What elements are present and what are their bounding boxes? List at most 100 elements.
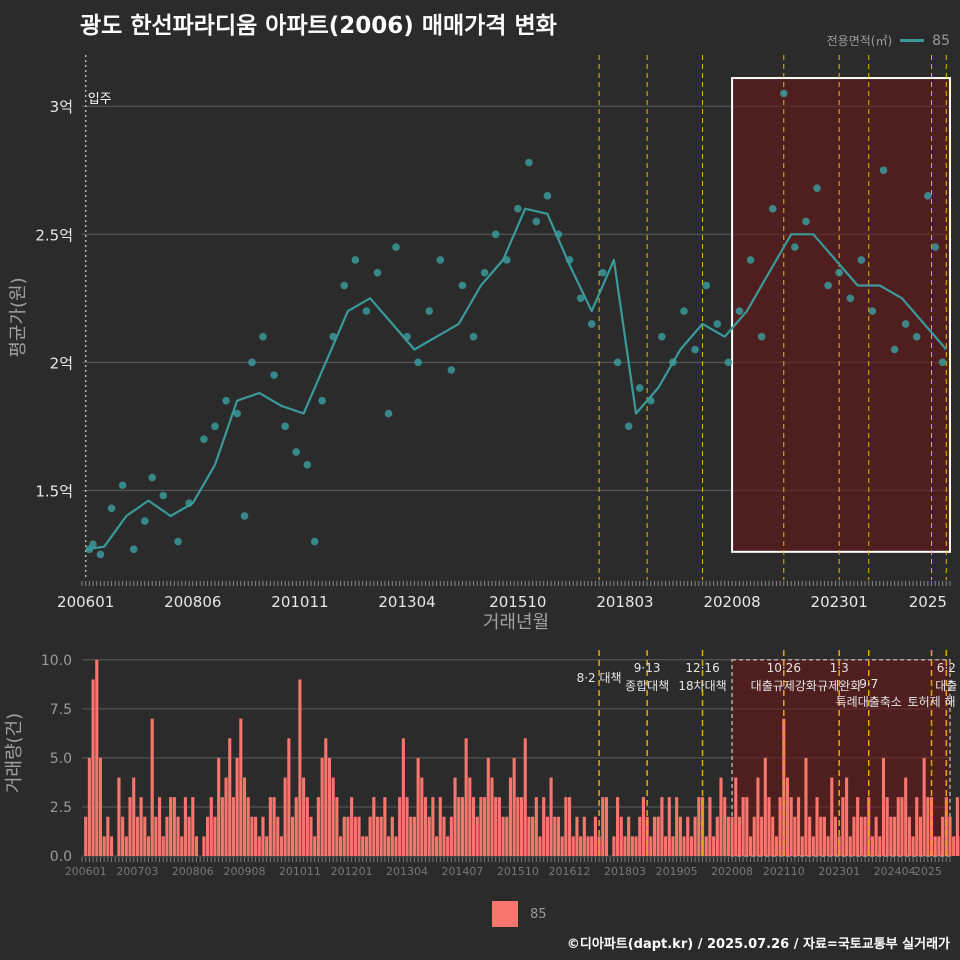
scatter-point — [813, 184, 821, 192]
series-line-85 — [85, 207, 948, 551]
volume-x-tick-label: 200601 — [65, 865, 107, 878]
scatter-point — [373, 268, 382, 277]
volume-bar — [283, 777, 287, 856]
volume-bar — [845, 777, 849, 856]
x-tick-label: 201510 — [489, 593, 546, 611]
volume-bar — [900, 797, 904, 856]
volume-bar — [715, 816, 719, 856]
x-tick-label: 202301 — [811, 593, 868, 611]
x-axis-title: 거래년월 — [483, 612, 549, 633]
volume-bar — [538, 836, 542, 856]
volume-bar — [697, 797, 701, 856]
legend-area: 전용면적(㎡) 85 — [827, 32, 950, 49]
volume-bar — [98, 757, 103, 856]
volume-bar — [239, 718, 243, 856]
scatter-point — [174, 537, 182, 546]
volume-bar — [106, 816, 110, 856]
volume-bar — [915, 797, 919, 856]
volume-bar — [708, 797, 712, 856]
volume-bar — [501, 816, 505, 856]
volume-bar — [664, 836, 668, 856]
volume-bar — [423, 797, 428, 856]
volume-bar — [387, 836, 391, 856]
volume-bar — [121, 816, 125, 856]
volume-bar — [797, 797, 801, 856]
volume-x-tick-label: 2025 — [914, 865, 942, 878]
volume-bar — [139, 797, 143, 856]
scatter-point — [200, 435, 208, 443]
volume-bar — [937, 836, 941, 856]
volume-bar — [523, 738, 527, 856]
scatter-point — [938, 358, 947, 367]
volume-bar — [368, 816, 372, 856]
volume-bar — [748, 836, 753, 856]
volume-bar — [453, 777, 457, 856]
volume-bar — [756, 777, 760, 856]
scatter-point — [129, 545, 138, 554]
scatter-point — [240, 512, 249, 520]
volume-bar — [693, 816, 697, 856]
volume-bar — [616, 797, 620, 856]
scatter-point — [587, 320, 596, 328]
volume-bar — [87, 757, 91, 856]
volume-bar — [372, 797, 376, 856]
scatter-point — [691, 345, 699, 354]
scatter-point — [879, 166, 888, 175]
volume-bar — [822, 816, 826, 856]
volume-bar — [246, 797, 250, 856]
volume-bar — [789, 797, 793, 856]
volume-bar — [778, 797, 782, 856]
volume-bar — [135, 816, 139, 856]
volume-bar — [929, 797, 934, 856]
volume-bar — [309, 816, 313, 856]
volume-bar — [893, 816, 897, 856]
volume-bar — [601, 797, 605, 856]
volume-bar — [375, 816, 380, 856]
volume-bar — [128, 797, 132, 856]
volume-x-tick-label: 202301 — [818, 865, 860, 878]
policy-label: 1·3 — [830, 661, 849, 675]
scatter-point — [222, 396, 230, 405]
scatter-point — [140, 517, 149, 525]
volume-bar — [771, 816, 775, 856]
volume-bar — [475, 816, 479, 856]
volume-bar — [856, 797, 860, 856]
volume-bar — [623, 836, 627, 856]
x-tick-label: 202008 — [703, 593, 760, 611]
policy-label: 18차대책 — [678, 678, 726, 693]
volume-bar — [579, 836, 583, 856]
volume-bar — [734, 777, 738, 856]
scatter-point — [901, 320, 910, 328]
volume-bar — [479, 797, 483, 856]
volume-bar — [948, 816, 952, 856]
volume-x-tick-label: 202110 — [763, 865, 805, 878]
scatter-point — [912, 332, 921, 341]
volume-bar — [486, 757, 490, 856]
volume-bar — [612, 836, 616, 856]
y-tick-label: 2.5억 — [35, 226, 73, 244]
volume-bar — [867, 797, 871, 856]
volume-bar — [457, 797, 461, 856]
volume-x-tick-label: 201011 — [279, 865, 321, 878]
volume-bar — [390, 816, 394, 856]
volume-bar — [667, 797, 671, 856]
volume-bar — [800, 836, 804, 856]
volume-bar — [907, 816, 911, 856]
policy-label: 10·26 — [767, 661, 801, 675]
volume-bar — [944, 797, 948, 856]
scatter-point — [724, 358, 733, 367]
scatter-point — [403, 332, 411, 341]
volume-bar — [689, 836, 693, 856]
scatter-point — [554, 230, 563, 239]
volume-bar — [335, 797, 339, 856]
volume-bar — [896, 797, 900, 856]
x-tick-label: 200601 — [57, 593, 114, 611]
volume-bar — [161, 836, 165, 856]
volume-bar — [870, 836, 874, 856]
volume-bar — [449, 816, 453, 856]
volume-bar — [109, 836, 114, 856]
volume-bar — [146, 836, 151, 856]
highlight-region — [731, 77, 951, 553]
volume-bar — [305, 797, 309, 856]
